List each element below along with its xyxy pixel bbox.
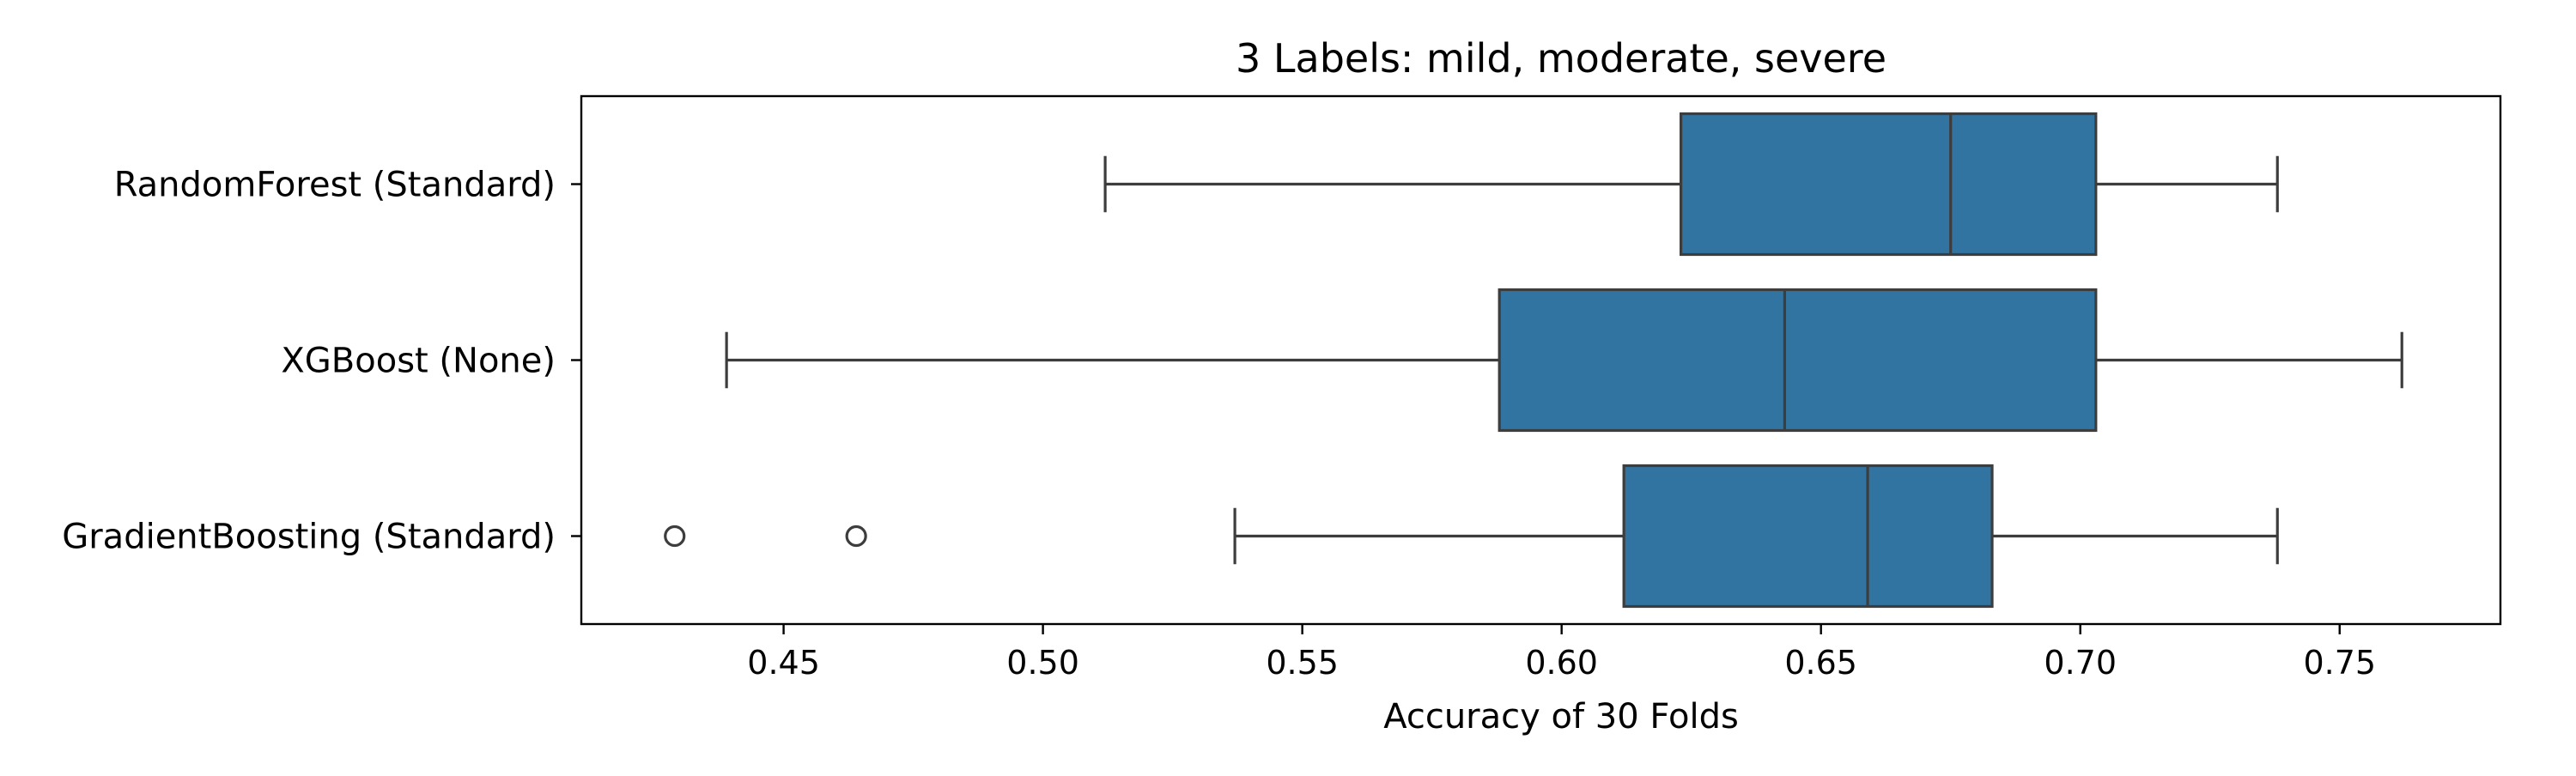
category-label: XGBoost (None) <box>281 342 556 381</box>
x-tick-label: 0.45 <box>747 644 820 682</box>
box-iqr <box>1498 288 2098 433</box>
outlier-point <box>845 524 867 548</box>
category-label: GradientBoosting (Standard) <box>62 518 556 557</box>
x-tick-label: 0.60 <box>1525 644 1598 682</box>
x-axis-label: Accuracy of 30 Folds <box>1383 697 1739 737</box>
x-tick-label: 0.50 <box>1006 644 1079 682</box>
box-iqr <box>1679 112 2098 257</box>
x-tick-label: 0.55 <box>1266 644 1339 682</box>
box-iqr <box>1622 464 1994 609</box>
x-tick-label: 0.75 <box>2303 644 2376 682</box>
x-tick-label: 0.65 <box>1784 644 1857 682</box>
chart-title: 3 Labels: mild, moderate, severe <box>1236 35 1886 82</box>
plot-area: RandomForest (Standard) XGBoost (None) Gra… <box>62 94 2502 682</box>
category-label: RandomForest (Standard) <box>114 166 556 205</box>
plot-frame <box>580 94 2502 626</box>
outlier-point <box>664 524 686 548</box>
x-tick-label: 0.70 <box>2044 644 2117 682</box>
